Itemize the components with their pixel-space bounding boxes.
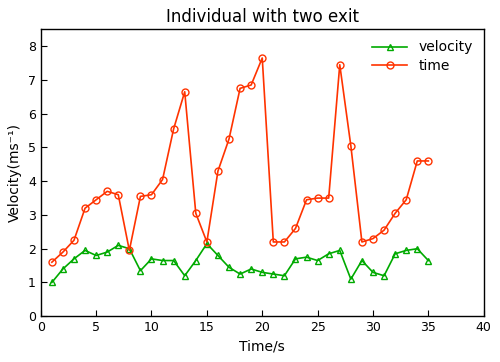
- velocity: [259, 270, 265, 274]
- Line: velocity: velocity: [48, 240, 432, 286]
- velocity: [204, 241, 210, 246]
- time: [204, 240, 210, 244]
- velocity: [314, 258, 320, 263]
- time: [370, 236, 376, 241]
- time: [292, 226, 298, 231]
- time: [403, 198, 409, 202]
- velocity: [104, 250, 110, 254]
- velocity: [182, 274, 188, 278]
- velocity: [237, 272, 243, 276]
- velocity: [60, 267, 66, 271]
- X-axis label: Time/s: Time/s: [240, 340, 285, 354]
- time: [160, 177, 166, 182]
- time: [426, 159, 432, 163]
- velocity: [403, 248, 409, 253]
- time: [170, 127, 176, 131]
- velocity: [160, 258, 166, 263]
- time: [215, 169, 221, 173]
- time: [116, 193, 121, 197]
- velocity: [392, 252, 398, 256]
- velocity: [71, 257, 77, 261]
- time: [49, 260, 55, 264]
- Y-axis label: Velocity(ms⁻¹): Velocity(ms⁻¹): [8, 123, 22, 222]
- time: [226, 137, 232, 141]
- time: [93, 198, 99, 202]
- time: [304, 198, 310, 202]
- velocity: [138, 269, 143, 273]
- time: [82, 206, 88, 210]
- velocity: [326, 252, 332, 256]
- time: [326, 196, 332, 200]
- velocity: [170, 258, 176, 263]
- time: [138, 194, 143, 199]
- time: [392, 211, 398, 215]
- time: [248, 83, 254, 87]
- velocity: [348, 277, 354, 281]
- velocity: [359, 258, 365, 263]
- time: [381, 228, 387, 232]
- time: [193, 211, 199, 215]
- time: [259, 56, 265, 60]
- velocity: [381, 274, 387, 278]
- velocity: [282, 274, 288, 278]
- time: [314, 196, 320, 200]
- velocity: [370, 270, 376, 274]
- time: [359, 240, 365, 244]
- time: [182, 89, 188, 94]
- time: [348, 144, 354, 148]
- velocity: [248, 267, 254, 271]
- time: [71, 238, 77, 243]
- velocity: [193, 258, 199, 263]
- velocity: [93, 253, 99, 258]
- time: [282, 240, 288, 244]
- time: [337, 63, 343, 67]
- velocity: [414, 247, 420, 251]
- time: [237, 86, 243, 90]
- time: [414, 159, 420, 163]
- velocity: [270, 272, 276, 276]
- Legend: velocity, time: velocity, time: [368, 36, 477, 77]
- velocity: [426, 258, 432, 263]
- Line: time: time: [48, 55, 432, 266]
- time: [126, 248, 132, 253]
- velocity: [116, 243, 121, 248]
- velocity: [292, 257, 298, 261]
- time: [104, 189, 110, 194]
- time: [60, 250, 66, 254]
- velocity: [226, 265, 232, 269]
- velocity: [148, 257, 154, 261]
- velocity: [337, 248, 343, 253]
- velocity: [126, 247, 132, 251]
- Title: Individual with two exit: Individual with two exit: [166, 8, 358, 26]
- time: [270, 240, 276, 244]
- time: [148, 193, 154, 197]
- velocity: [82, 248, 88, 253]
- velocity: [49, 280, 55, 285]
- velocity: [304, 255, 310, 259]
- velocity: [215, 253, 221, 258]
